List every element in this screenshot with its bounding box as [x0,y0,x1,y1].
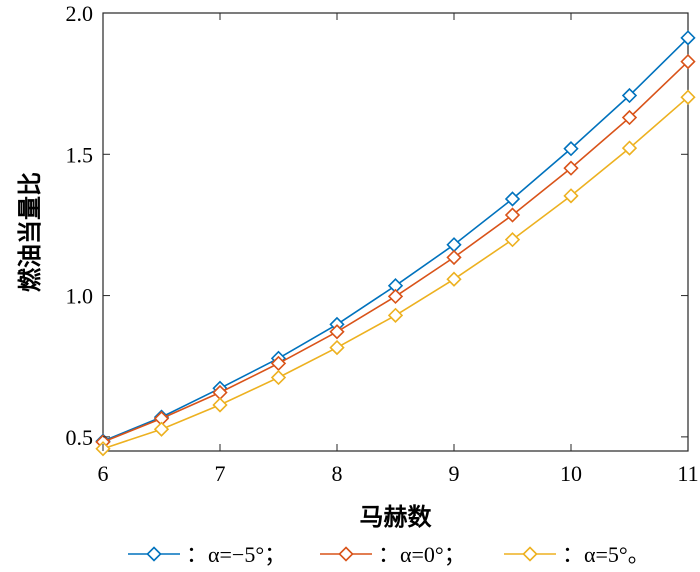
data-point-marker [270,369,287,386]
legend-label: ：α=0°； [378,542,466,567]
x-axis-title: 马赫数 [360,503,433,531]
x-tick-label: 7 [215,461,226,486]
series-line [102,61,689,443]
legend-label: ：α=5°。 [562,542,650,567]
series-line [102,37,689,442]
x-tick-label: 9 [449,461,460,486]
data-point-marker [621,140,638,156]
data-point-marker [329,324,345,340]
legend-marker [146,546,162,562]
data-point-marker [387,288,404,305]
data-point-marker [621,109,638,126]
legend-marker [338,546,354,562]
legend-marker [522,546,538,562]
data-point-marker [680,89,696,105]
legend-label: ：α=−5°； [186,542,286,567]
plot-area-frame [102,12,689,452]
y-axis-title: 燃油当量比 [16,172,44,292]
data-point-marker [621,87,638,104]
data-point-marker [680,30,696,46]
data-point-marker [504,191,521,207]
data-point-marker [153,421,170,437]
legend-item: ：α=5°。 [504,542,650,567]
data-point-marker [680,53,696,70]
data-point-marker [504,207,521,223]
legend-item: ：α=0°； [320,542,466,567]
x-tick-label: 10 [560,461,582,486]
y-tick-label: 2.0 [66,1,94,26]
y-tick-label: 0.5 [66,425,94,450]
data-point-marker [563,188,579,204]
y-tick-label: 1.0 [66,284,94,309]
data-point-marker [446,249,462,266]
data-point-marker [563,141,579,157]
data-point-marker [504,231,521,248]
series-line [102,96,689,450]
x-tick-label: 6 [98,461,109,486]
legend: ：α=−5°； ：α=0°； ：α=5°。 [128,542,650,567]
y-tick-label: 1.5 [66,142,94,167]
x-tick-label: 11 [677,461,698,486]
data-point-marker [212,397,228,413]
legend-item: ：α=−5°； [128,542,286,567]
data-point-marker [387,307,404,323]
series-1 [95,30,696,449]
x-tick-label: 8 [332,461,343,486]
data-point-marker [329,339,345,356]
data-point-marker [563,160,579,176]
series-3 [95,89,696,457]
data-point-marker [446,271,462,287]
series-2 [95,53,696,450]
